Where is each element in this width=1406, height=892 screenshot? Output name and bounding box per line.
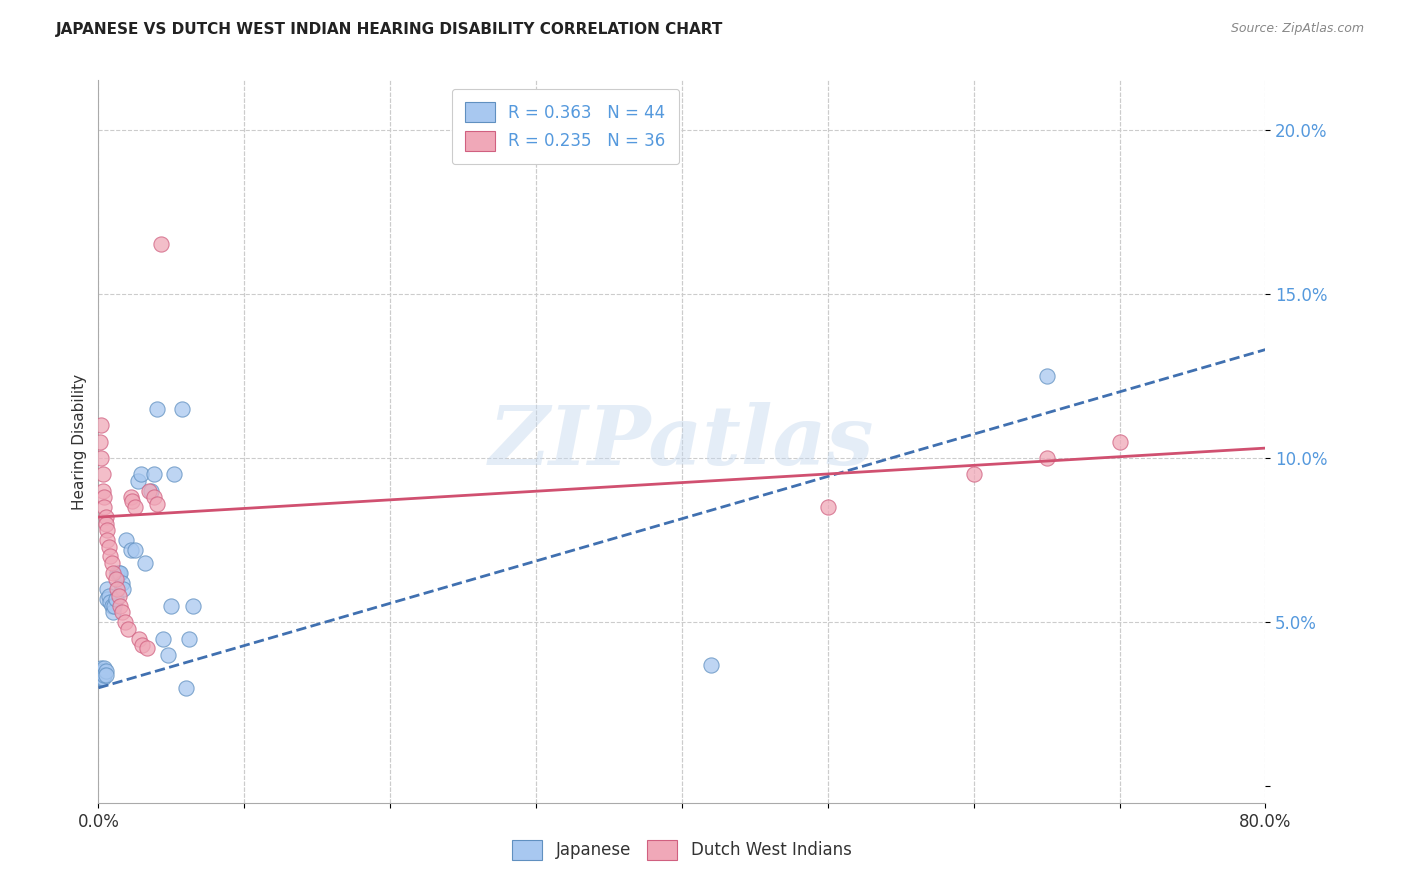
Point xyxy=(105,582,128,597)
Point xyxy=(146,497,169,511)
Point xyxy=(120,542,142,557)
Point xyxy=(91,667,114,681)
Point xyxy=(131,638,153,652)
Point xyxy=(96,582,118,597)
Point xyxy=(90,667,112,681)
Point xyxy=(104,573,127,587)
Point xyxy=(121,493,143,508)
Point xyxy=(128,632,150,646)
Text: Source: ZipAtlas.com: Source: ZipAtlas.com xyxy=(1230,22,1364,36)
Text: JAPANESE VS DUTCH WEST INDIAN HEARING DISABILITY CORRELATION CHART: JAPANESE VS DUTCH WEST INDIAN HEARING DI… xyxy=(56,22,724,37)
Point xyxy=(93,667,115,681)
Y-axis label: Hearing Disability: Hearing Disability xyxy=(72,374,87,509)
Point xyxy=(93,491,115,505)
Point xyxy=(91,467,114,482)
Point xyxy=(98,595,121,609)
Point xyxy=(146,401,169,416)
Point xyxy=(108,566,131,580)
Point xyxy=(142,467,165,482)
Point xyxy=(90,661,112,675)
Point xyxy=(1035,368,1057,383)
Point xyxy=(117,622,139,636)
Point xyxy=(91,483,114,498)
Point xyxy=(100,556,122,570)
Point xyxy=(115,533,138,547)
Point xyxy=(89,671,111,685)
Point xyxy=(91,665,114,679)
Point xyxy=(152,632,174,646)
Point xyxy=(124,500,146,515)
Point xyxy=(129,467,152,482)
Point xyxy=(105,566,128,580)
Point xyxy=(100,599,122,613)
Point xyxy=(103,599,125,613)
Point xyxy=(96,592,118,607)
Point xyxy=(93,661,115,675)
Point xyxy=(150,237,173,252)
Point xyxy=(181,599,204,613)
Point xyxy=(142,491,165,505)
Point xyxy=(96,533,118,547)
Point xyxy=(108,589,131,603)
Point xyxy=(94,665,117,679)
Point xyxy=(160,599,183,613)
Point xyxy=(120,491,142,505)
Point xyxy=(177,632,200,646)
Point xyxy=(114,615,136,630)
Point xyxy=(163,467,186,482)
Point xyxy=(101,566,124,580)
Point xyxy=(112,582,135,597)
Point xyxy=(96,523,118,537)
Point xyxy=(98,549,121,564)
Legend: Japanese, Dutch West Indians: Japanese, Dutch West Indians xyxy=(505,833,859,867)
Point xyxy=(91,671,114,685)
Point xyxy=(97,589,120,603)
Point xyxy=(157,648,180,662)
Point xyxy=(89,665,111,679)
Point xyxy=(90,450,112,465)
Point xyxy=(89,434,111,449)
Point xyxy=(138,483,160,498)
Point xyxy=(110,566,132,580)
Point xyxy=(127,474,149,488)
Point xyxy=(111,605,134,619)
Point xyxy=(90,671,112,685)
Point xyxy=(93,500,115,515)
Point xyxy=(124,542,146,557)
Point xyxy=(110,599,132,613)
Point xyxy=(174,681,197,695)
Point xyxy=(134,556,156,570)
Point xyxy=(97,540,120,554)
Text: ZIPatlas: ZIPatlas xyxy=(489,401,875,482)
Point xyxy=(90,418,112,433)
Point xyxy=(94,516,117,531)
Point xyxy=(139,483,162,498)
Point xyxy=(817,500,839,515)
Point xyxy=(1108,434,1130,449)
Point xyxy=(962,467,984,482)
Point xyxy=(94,667,117,681)
Point xyxy=(111,575,134,590)
Point xyxy=(135,641,157,656)
Point xyxy=(94,510,117,524)
Point xyxy=(700,657,723,672)
Point xyxy=(1035,450,1057,465)
Point xyxy=(101,605,124,619)
Point xyxy=(170,401,193,416)
Point xyxy=(104,592,127,607)
